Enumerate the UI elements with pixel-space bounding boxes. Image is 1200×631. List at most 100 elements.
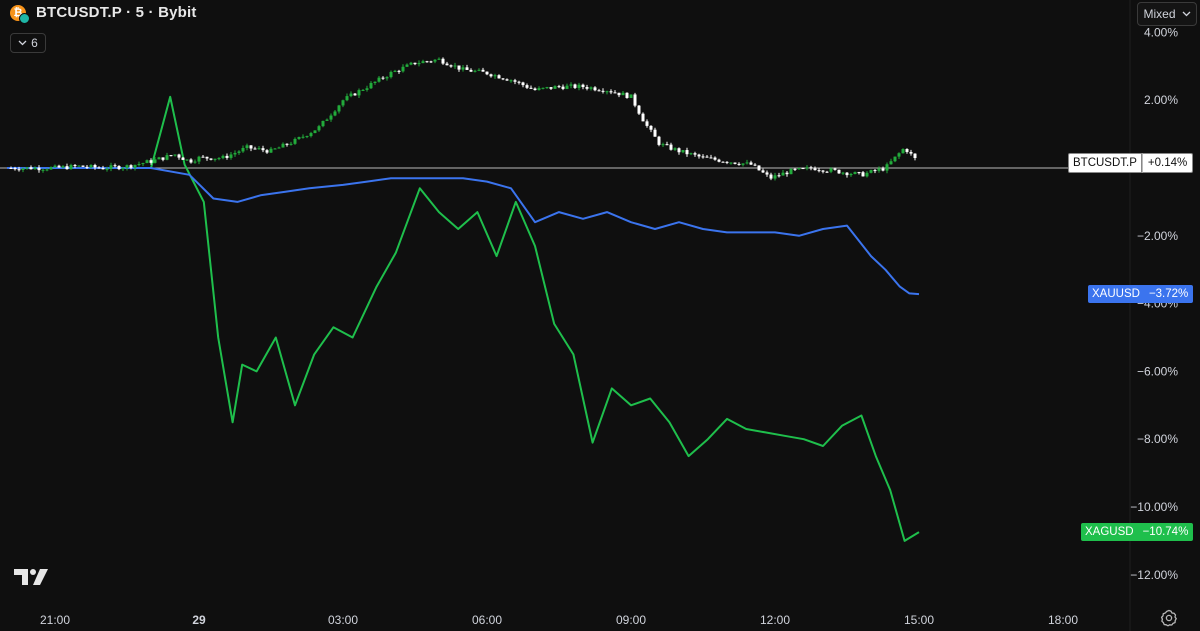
btc-candle <box>9 168 13 169</box>
btc-candle <box>297 137 301 139</box>
indicators-collapse-button[interactable]: 6 <box>10 33 46 53</box>
x-tick-label: 18:00 <box>1048 613 1078 627</box>
btc-candle <box>389 71 393 78</box>
btc-candle <box>629 94 633 98</box>
btc-candle <box>105 168 109 170</box>
btc-candle <box>281 143 285 148</box>
btc-candle <box>881 168 885 171</box>
btc-candle <box>605 91 609 93</box>
indicator-count: 6 <box>31 36 38 50</box>
btc-candle <box>193 161 197 163</box>
y-tick-label: −6.00% <box>1137 364 1178 378</box>
btc-candle <box>101 167 105 170</box>
btc-candle <box>617 92 621 96</box>
btc-candle <box>549 87 553 89</box>
btc-candle <box>797 168 801 170</box>
tradingview-logo[interactable] <box>14 567 50 587</box>
series-value-label: +0.14% <box>1141 153 1194 174</box>
btc-candle <box>13 168 17 170</box>
btc-candle <box>61 166 65 168</box>
btc-candle <box>301 136 305 138</box>
x-tick-label: 09:00 <box>616 613 646 627</box>
btc-candle <box>185 159 189 161</box>
btc-candle <box>913 153 917 159</box>
y-tick-label: −10.00% <box>1130 500 1178 514</box>
btc-candle <box>809 167 813 169</box>
btc-candle <box>621 92 625 96</box>
btc-candle <box>137 163 141 165</box>
btc-candle <box>509 80 513 82</box>
btc-candle <box>465 67 469 70</box>
btc-candle <box>777 175 781 177</box>
series-value-label: −3.72% <box>1143 285 1194 304</box>
btc-candle <box>53 165 57 168</box>
btc-candle <box>473 70 477 72</box>
btc-candle <box>237 151 241 153</box>
btc-candle <box>241 147 245 152</box>
btc-candle <box>821 170 825 172</box>
btc-candle <box>333 111 337 116</box>
btc-candle <box>409 62 413 65</box>
scale-mode-select[interactable]: Mixed <box>1137 2 1197 26</box>
btc-candle <box>893 156 897 162</box>
series-name-label: XAUUSD <box>1088 285 1144 304</box>
btc-candle <box>721 161 725 163</box>
btc-candle <box>381 77 385 79</box>
btc-candle <box>805 167 809 169</box>
btc-candle <box>153 159 157 163</box>
btc-candle <box>397 70 401 72</box>
btc-candle <box>485 71 489 75</box>
btc-candle <box>845 172 849 176</box>
btc-candle <box>469 69 473 72</box>
btc-candle <box>753 164 757 166</box>
x-tick-label: 06:00 <box>472 613 502 627</box>
btc-candle <box>29 167 33 170</box>
btc-candle <box>129 165 133 168</box>
btc-candle <box>349 93 353 97</box>
btc-candle <box>793 168 797 170</box>
scale-mode-label: Mixed <box>1143 7 1176 21</box>
btc-candle <box>897 153 901 157</box>
btc-candle <box>209 158 213 160</box>
btc-candle <box>641 113 645 122</box>
bitcoin-icon: ₿ <box>10 4 30 24</box>
btc-candle <box>265 150 269 153</box>
btc-candle <box>773 175 777 179</box>
btc-candle <box>141 163 145 165</box>
btc-candle <box>305 136 309 138</box>
btc-candle <box>197 156 201 162</box>
btc-candle <box>57 165 61 168</box>
btc-candle <box>17 169 21 171</box>
btc-candle <box>109 165 113 169</box>
btc-candle <box>73 165 77 167</box>
btc-candle <box>33 167 37 170</box>
btc-candle <box>873 170 877 172</box>
btc-candle <box>649 125 653 130</box>
btc-candle <box>293 138 297 144</box>
btc-candle <box>841 172 845 174</box>
btc-candle <box>769 174 773 179</box>
btc-candle <box>817 170 821 172</box>
btc-candle <box>541 87 545 89</box>
chevron-down-icon <box>18 40 27 46</box>
gear-icon[interactable] <box>1160 609 1178 627</box>
y-tick-label: 4.00% <box>1144 25 1178 39</box>
btc-candle <box>669 144 673 150</box>
btc-candle <box>489 74 493 77</box>
btc-candle <box>173 154 177 156</box>
btc-candle <box>329 115 333 120</box>
btc-candle <box>557 86 561 88</box>
btc-candle <box>77 165 81 167</box>
btc-candle <box>361 89 365 91</box>
btc-candle <box>353 93 357 96</box>
btc-candle <box>169 155 173 157</box>
chevron-down-icon <box>1182 11 1190 17</box>
btc-candle <box>161 157 165 160</box>
symbol-title[interactable]: BTCUSDT.P · 5 · Bybit <box>36 4 197 21</box>
btc-candle <box>221 155 225 159</box>
btc-candle <box>565 85 569 89</box>
y-tick-label: −8.00% <box>1137 432 1178 446</box>
btc-candle <box>113 165 117 167</box>
btc-candle <box>521 82 525 86</box>
